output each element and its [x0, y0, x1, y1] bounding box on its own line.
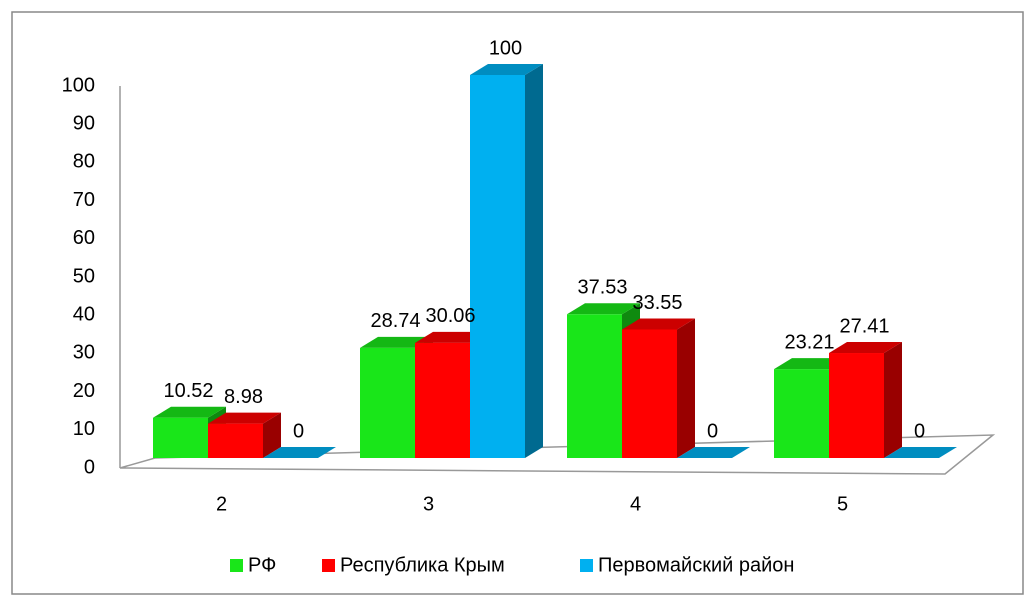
- data-label: 33.55: [632, 292, 682, 314]
- legend-label: Республика Крым: [340, 554, 505, 576]
- bar-top: [153, 406, 226, 418]
- y-tick-label: 90: [73, 112, 95, 134]
- data-label: 28.74: [370, 310, 420, 332]
- bar: [567, 314, 622, 458]
- data-label: 8.98: [224, 386, 263, 408]
- bar-top: [677, 447, 750, 458]
- x-tick-label: 2: [216, 493, 227, 515]
- data-label: 0: [707, 420, 718, 442]
- bar: [829, 353, 884, 458]
- bar: [415, 342, 470, 458]
- bar-top: [415, 331, 488, 343]
- bar-top: [774, 358, 847, 370]
- bar-top: [884, 447, 957, 458]
- legend-label: Первомайский район: [598, 554, 794, 576]
- bar-top: [470, 64, 543, 75]
- x-tick-label: 5: [837, 493, 848, 515]
- bar: [360, 347, 415, 458]
- data-label: 30.06: [425, 305, 475, 327]
- bar: [622, 329, 677, 458]
- bar-top: [208, 412, 281, 424]
- bar: [208, 423, 263, 458]
- y-tick-label: 30: [73, 342, 95, 364]
- bar: [774, 369, 829, 458]
- bar-side: [677, 318, 695, 458]
- x-tick-label: 4: [630, 493, 641, 515]
- bar-top: [263, 447, 336, 458]
- data-label: 100: [489, 37, 522, 59]
- y-tick-label: 10: [73, 418, 95, 440]
- y-tick-label: 70: [73, 189, 95, 211]
- y-tick-label: 80: [73, 151, 95, 173]
- x-tick-label: 3: [423, 493, 434, 515]
- bar: [153, 417, 208, 458]
- bar-side: [525, 64, 543, 458]
- data-label: 0: [914, 420, 925, 442]
- y-tick-label: 20: [73, 380, 95, 402]
- legend-swatch: [230, 559, 243, 572]
- bar: [470, 75, 525, 458]
- data-label: 23.21: [784, 331, 834, 353]
- data-label: 10.52: [163, 380, 213, 402]
- data-label: 37.53: [577, 277, 627, 299]
- data-label: 0: [293, 420, 304, 442]
- y-tick-label: 40: [73, 303, 95, 325]
- legend-swatch: [322, 559, 335, 572]
- bar-top: [567, 303, 640, 315]
- y-tick-label: 0: [84, 456, 95, 478]
- data-label: 27.41: [839, 315, 889, 337]
- y-tick-label: 100: [62, 74, 95, 96]
- bar-top: [360, 336, 433, 348]
- bar-side: [884, 342, 902, 458]
- y-tick-label: 50: [73, 265, 95, 287]
- legend-label: РФ: [248, 554, 276, 576]
- y-tick-label: 60: [73, 227, 95, 249]
- legend-swatch: [580, 559, 593, 572]
- bar-top: [829, 342, 902, 354]
- bar-side: [263, 412, 281, 458]
- bar-top: [622, 318, 695, 330]
